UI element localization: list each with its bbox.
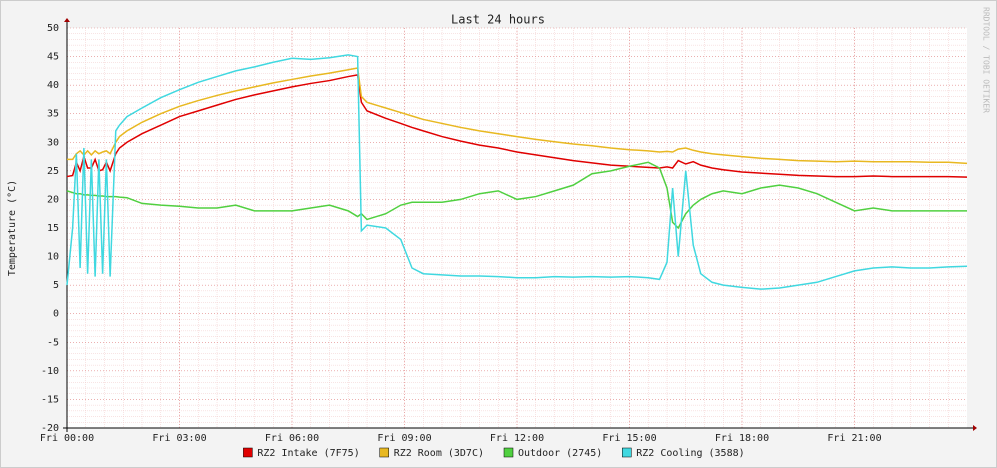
y-tick-label: 35 (47, 109, 59, 120)
legend-label: RZ2 Cooling (3588) (636, 448, 744, 459)
axis-arrow (64, 18, 70, 22)
legend-label: RZ2 Intake (7F75) (257, 448, 359, 459)
y-tick-label: 20 (47, 194, 59, 205)
legend-swatch (622, 447, 632, 458)
side-label: RRDTOOL / TOBI OETIKER (982, 7, 991, 113)
legend-swatch (379, 447, 389, 458)
y-tick-label: 5 (53, 280, 59, 291)
legend-swatch (503, 447, 514, 458)
x-tick-label: Fri 00:00 (40, 433, 94, 444)
legend-label: Outdoor (2745) (518, 448, 602, 459)
axis-arrow (973, 425, 977, 431)
series-line (66, 161, 967, 230)
x-tick-label: Fri 18:00 (715, 433, 769, 444)
x-tick-label: Fri 03:00 (152, 433, 206, 444)
y-tick-label: 45 (47, 52, 59, 63)
y-tick-label: -15 (41, 394, 59, 405)
x-tick-label: Fri 09:00 (377, 433, 431, 444)
y-tick-label: 0 (53, 309, 59, 320)
x-tick-label: Fri 06:00 (265, 433, 319, 444)
legend-label: RZ2 Room (3D7C) (394, 448, 484, 459)
y-tick-label: -5 (47, 337, 59, 348)
y-tick-label: 30 (47, 137, 59, 148)
chart-title: Last 24 hours (451, 13, 545, 27)
legend-swatch (243, 447, 253, 458)
series-line (66, 73, 968, 178)
x-tick-label: Fri 15:00 (602, 433, 656, 444)
x-tick-label: Fri 12:00 (490, 433, 544, 444)
y-tick-label: -20 (41, 423, 59, 434)
y-tick-label: 50 (47, 23, 59, 34)
series-line (66, 54, 968, 290)
x-tick-label: Fri 21:00 (827, 433, 881, 444)
series-line (67, 67, 968, 165)
y-tick-label: 25 (47, 166, 59, 177)
y-tick-label: 40 (47, 80, 59, 91)
y-axis-label: Temperature (°C) (7, 180, 18, 276)
y-tick-label: -10 (41, 366, 59, 377)
y-tick-label: 10 (47, 252, 59, 263)
y-tick-label: 15 (47, 223, 59, 234)
